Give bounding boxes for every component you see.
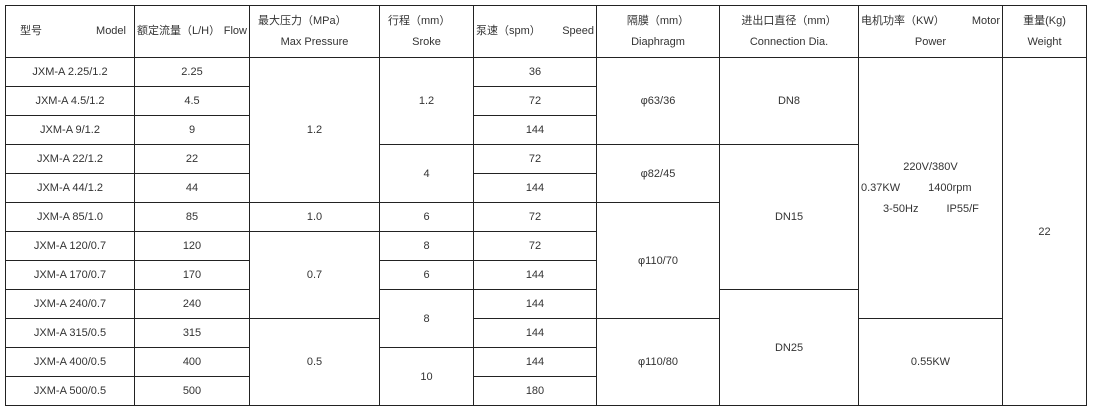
cell-diaphragm: φ82/45: [596, 144, 720, 203]
table-row: JXM-A 315/0.5 315 0.5 144 φ110/80 0.55KW: [5, 318, 1087, 406]
header-diaphragm: 隔膜（mm） Diaphragm: [596, 5, 720, 58]
cell-flow: 44: [134, 173, 250, 203]
table-row: JXM-A 500/0.5 500 180: [5, 376, 1087, 406]
cell-speed: 72: [473, 86, 597, 116]
cell-flow: 120: [134, 231, 250, 261]
cell-speed: 72: [473, 144, 597, 174]
pump-spec-table: 型号 Model 额定流量（L/H） Flow 最大压力（MPa） Max Press…: [5, 5, 1087, 406]
cell-model: JXM-A 22/1.2: [5, 144, 135, 174]
header-pressure: 最大压力（MPa） Max Pressure: [249, 5, 380, 58]
header-flow: 额定流量（L/H） Flow: [134, 5, 250, 58]
cell-stroke: 6: [379, 260, 474, 290]
cell-model: JXM-A 2.25/1.2: [5, 57, 135, 87]
cell-model: JXM-A 4.5/1.2: [5, 86, 135, 116]
cell-flow: 315: [134, 318, 250, 348]
cell-stroke: 4: [379, 144, 474, 203]
cell-diaphragm: φ63/36: [596, 57, 720, 145]
cell-speed: 144: [473, 318, 597, 348]
cell-stroke: 6: [379, 202, 474, 232]
cell-weight: 22: [1002, 57, 1087, 406]
cell-flow: 9: [134, 115, 250, 145]
table-row: JXM-A 22/1.2 22 4 72 φ82/45 DN15: [5, 144, 1087, 290]
cell-speed: 72: [473, 231, 597, 261]
cell-diaphragm: φ110/70: [596, 202, 720, 319]
cell-speed: 180: [473, 376, 597, 406]
cell-speed: 72: [473, 202, 597, 232]
cell-model: JXM-A 9/1.2: [5, 115, 135, 145]
cell-flow: 400: [134, 347, 250, 377]
cell-connection: DN8: [719, 57, 859, 145]
table-row: JXM-A 2.25/1.2 2.25 1.2 1.2 36 φ63/36 DN…: [5, 57, 1087, 406]
header-weight: 重量(Kg) Weight: [1002, 5, 1087, 58]
header-stroke: 行程（mm） Sroke: [379, 5, 474, 58]
cell-speed: 144: [473, 347, 597, 377]
cell-flow: 4.5: [134, 86, 250, 116]
table-row: JXM-A 400/0.5 400 10 144: [5, 347, 1087, 406]
cell-pressure: 0.5: [249, 318, 380, 406]
table-row: JXM-A 4.5/1.2 4.5 72: [5, 86, 1087, 116]
cell-stroke: 10: [379, 347, 474, 406]
cell-flow: 500: [134, 376, 250, 406]
cell-connection: DN15: [719, 144, 859, 290]
cell-model: JXM-A 315/0.5: [5, 318, 135, 348]
table-row: JXM-A 9/1.2 9 144: [5, 115, 1087, 145]
table-row: JXM-A 240/0.7 240 8 144 DN25: [5, 289, 1087, 406]
cell-motor: 220V/380V 0.37KW 1400rpm 3-50Hz IP55/F: [858, 57, 1003, 319]
cell-model: JXM-A 170/0.7: [5, 260, 135, 290]
cell-stroke: 1.2: [379, 57, 474, 145]
cell-model: JXM-A 500/0.5: [5, 376, 135, 406]
header-model: 型号 Model: [5, 5, 135, 58]
cell-connection: DN25: [719, 289, 859, 406]
cell-flow: 240: [134, 289, 250, 319]
cell-stroke: 8: [379, 289, 474, 348]
cell-pressure: 1.2: [249, 57, 380, 203]
cell-model: JXM-A 85/1.0: [5, 202, 135, 232]
cell-model: JXM-A 400/0.5: [5, 347, 135, 377]
cell-flow: 2.25: [134, 57, 250, 87]
cell-speed: 144: [473, 115, 597, 145]
cell-speed: 144: [473, 289, 597, 319]
header-motor: 电机功率（KW） Motor Power: [858, 5, 1003, 58]
cell-speed: 36: [473, 57, 597, 87]
cell-flow: 170: [134, 260, 250, 290]
cell-stroke: 8: [379, 231, 474, 261]
cell-speed: 144: [473, 260, 597, 290]
cell-pressure: 1.0: [249, 202, 380, 232]
cell-motor: 0.55KW: [858, 318, 1003, 406]
cell-flow: 22: [134, 144, 250, 174]
cell-speed: 144: [473, 173, 597, 203]
header-connection: 进出口直径（mm） Connection Dia.: [719, 5, 859, 58]
header-speed: 泵速（spm） Speed: [473, 5, 597, 58]
header-row: 型号 Model 额定流量（L/H） Flow 最大压力（MPa） Max Press…: [5, 5, 1087, 58]
cell-model: JXM-A 44/1.2: [5, 173, 135, 203]
cell-flow: 85: [134, 202, 250, 232]
cell-model: JXM-A 240/0.7: [5, 289, 135, 319]
cell-model: JXM-A 120/0.7: [5, 231, 135, 261]
cell-diaphragm: φ110/80: [596, 318, 720, 406]
table-row: JXM-A 170/0.7 170 6 144: [5, 260, 1087, 290]
cell-pressure: 0.7: [249, 231, 380, 319]
table-row: JXM-A 85/1.0 85 1.0 6 72 φ110/70: [5, 202, 1087, 319]
